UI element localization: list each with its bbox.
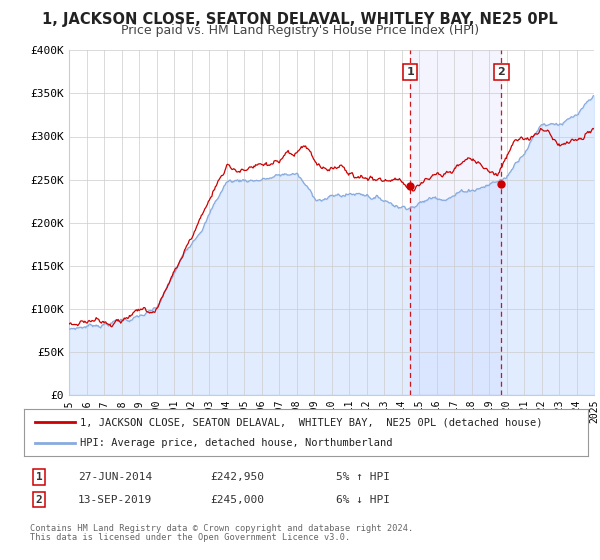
Text: £245,000: £245,000 <box>210 494 264 505</box>
Text: 1, JACKSON CLOSE, SEATON DELAVAL,  WHITLEY BAY,  NE25 0PL (detached house): 1, JACKSON CLOSE, SEATON DELAVAL, WHITLE… <box>80 417 543 427</box>
Text: 1, JACKSON CLOSE, SEATON DELAVAL, WHITLEY BAY, NE25 0PL: 1, JACKSON CLOSE, SEATON DELAVAL, WHITLE… <box>42 12 558 27</box>
Text: 6% ↓ HPI: 6% ↓ HPI <box>336 494 390 505</box>
Text: 2: 2 <box>497 67 505 77</box>
Text: 1: 1 <box>406 67 414 77</box>
Text: 2: 2 <box>35 494 43 505</box>
Text: £242,950: £242,950 <box>210 472 264 482</box>
Text: 13-SEP-2019: 13-SEP-2019 <box>78 494 152 505</box>
Bar <box>410 50 502 395</box>
Text: HPI: Average price, detached house, Northumberland: HPI: Average price, detached house, Nort… <box>80 438 393 448</box>
Text: Price paid vs. HM Land Registry's House Price Index (HPI): Price paid vs. HM Land Registry's House … <box>121 24 479 37</box>
Text: 1: 1 <box>35 472 43 482</box>
Text: 5% ↑ HPI: 5% ↑ HPI <box>336 472 390 482</box>
Text: This data is licensed under the Open Government Licence v3.0.: This data is licensed under the Open Gov… <box>30 533 350 542</box>
Text: Contains HM Land Registry data © Crown copyright and database right 2024.: Contains HM Land Registry data © Crown c… <box>30 524 413 533</box>
Text: 27-JUN-2014: 27-JUN-2014 <box>78 472 152 482</box>
